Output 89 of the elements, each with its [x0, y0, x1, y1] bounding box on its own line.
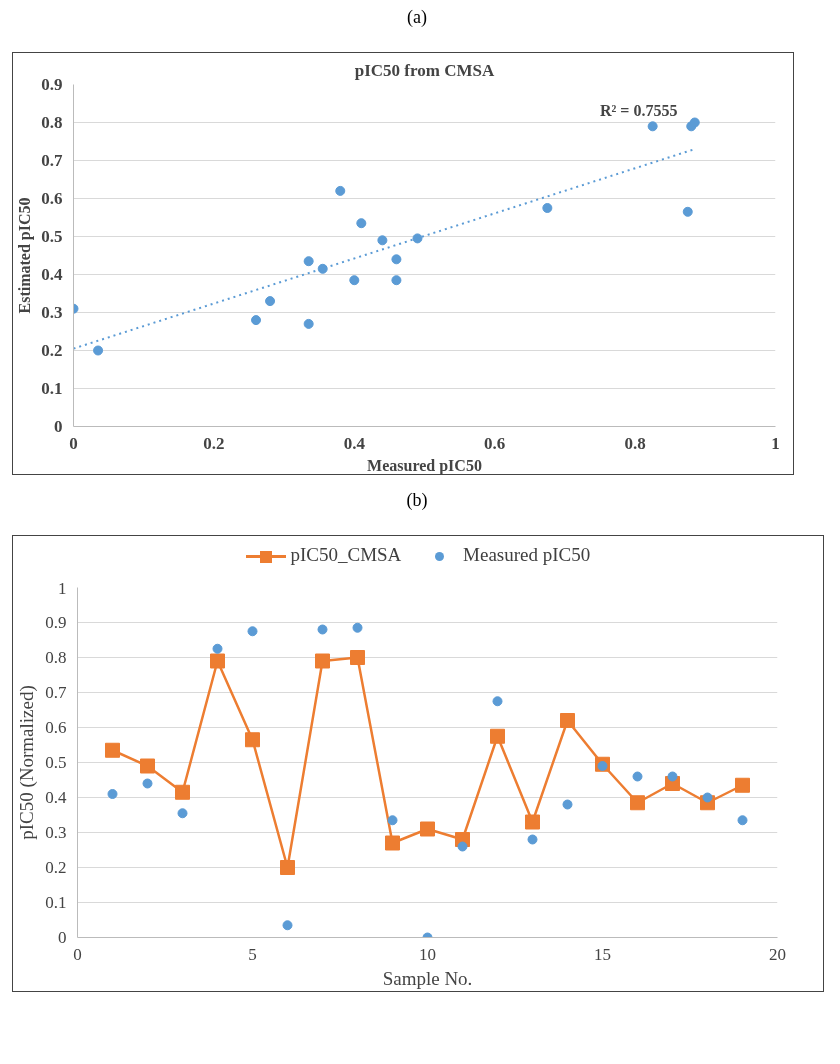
point — [490, 728, 505, 744]
point — [315, 653, 330, 669]
point — [385, 835, 400, 851]
chart-title: pIC50 from CMSA — [354, 60, 495, 80]
point — [632, 771, 643, 782]
y-tick-label: 0.9 — [41, 75, 63, 94]
point — [177, 808, 188, 819]
legend-label: Measured pIC50 — [463, 544, 591, 565]
y-tick-label: 0.5 — [41, 227, 63, 246]
point — [107, 789, 118, 799]
point — [251, 315, 262, 326]
y-tick-label: 0.2 — [45, 858, 67, 877]
point — [735, 777, 750, 793]
y-tick-label: 0.3 — [45, 823, 67, 842]
y-tick-label: 0 — [58, 928, 67, 947]
point — [142, 778, 153, 789]
x-tick-label: 1 — [771, 433, 780, 453]
y-tick-label: 0.6 — [41, 189, 63, 208]
point — [527, 834, 538, 845]
y-axis-title: Estimated pIC50 — [16, 197, 35, 314]
point — [667, 771, 678, 782]
x-tick-label: 0.4 — [343, 433, 366, 453]
y-axis-title: pIC50 (Normalized) — [16, 685, 39, 840]
point — [317, 263, 328, 274]
y-tick-label: 0.7 — [41, 151, 63, 170]
point — [105, 742, 120, 758]
point — [245, 732, 260, 748]
x-axis-title: Sample No. — [382, 967, 473, 989]
point — [562, 799, 573, 810]
y-tick-label: 0.5 — [45, 753, 67, 772]
point — [412, 233, 423, 244]
point — [350, 650, 365, 665]
point — [356, 218, 367, 229]
x-tick-label: 0.8 — [624, 433, 646, 453]
text: (b) — [406, 489, 428, 512]
point — [282, 920, 293, 931]
y-tick-label: 0.4 — [45, 788, 67, 807]
point — [737, 815, 748, 826]
point — [542, 203, 553, 213]
point — [391, 275, 402, 286]
text: (a) — [407, 6, 427, 29]
point — [387, 815, 398, 826]
y-tick-label: 0.9 — [45, 613, 67, 632]
point — [175, 784, 190, 800]
point — [630, 795, 645, 811]
point — [212, 643, 223, 654]
y-tick-label: 0.3 — [41, 303, 63, 322]
point — [492, 696, 503, 707]
y-tick-label: 0.1 — [41, 379, 63, 398]
point — [210, 653, 225, 669]
point — [93, 345, 104, 356]
x-tick-label: 10 — [419, 944, 436, 964]
point — [682, 206, 693, 217]
y-tick-label: 0.2 — [41, 341, 63, 360]
y-tick-label: 0.7 — [45, 683, 67, 702]
x-tick-label: 0.6 — [484, 433, 506, 453]
point — [457, 841, 468, 852]
point — [391, 254, 402, 265]
point — [247, 626, 258, 637]
annotation: R² = 0.7555 — [600, 101, 678, 119]
y-tick-label: 0.8 — [41, 113, 63, 132]
point — [317, 624, 328, 635]
point — [265, 296, 276, 307]
point — [377, 235, 388, 246]
point — [303, 318, 314, 329]
x-axis-title: Measured pIC50 — [367, 456, 482, 475]
x-tick-label: 0 — [73, 944, 82, 964]
legend-label: pIC50_CMSA — [290, 544, 402, 565]
point — [303, 256, 314, 267]
y-tick-label: 0.1 — [45, 893, 67, 912]
point — [349, 275, 360, 286]
x-tick-label: 0.2 — [203, 433, 225, 453]
point — [420, 821, 435, 837]
point — [280, 860, 295, 875]
point — [689, 117, 700, 128]
y-tick-label: 0 — [54, 417, 63, 436]
point — [352, 622, 363, 633]
point — [140, 758, 155, 774]
point — [525, 814, 540, 830]
point — [335, 185, 346, 196]
x-tick-label: 15 — [594, 944, 611, 964]
x-tick-label: 5 — [248, 944, 257, 964]
y-tick-label: 0.4 — [41, 265, 63, 284]
y-tick-label: 0.6 — [45, 718, 67, 737]
x-tick-label: 20 — [769, 944, 786, 964]
point — [647, 121, 658, 132]
point — [560, 713, 575, 728]
y-tick-label: 1 — [58, 578, 67, 598]
y-tick-label: 0.8 — [45, 648, 67, 667]
